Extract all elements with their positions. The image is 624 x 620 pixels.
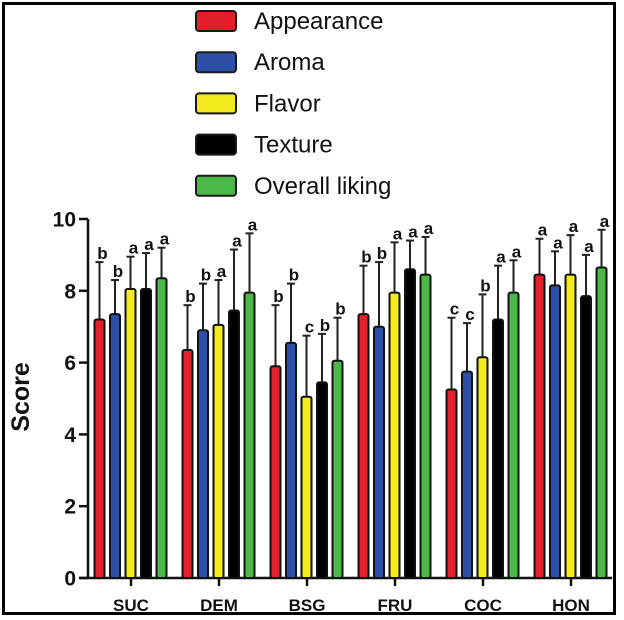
bar [549,284,561,579]
x-tick-label: SUC [113,596,149,615]
bar [243,291,256,579]
legend-label: Texture [254,132,333,159]
significance-letter: b [335,300,345,319]
y-axis: 0 2 4 6 8 10 [53,209,90,591]
y-tick-label: 8 [64,280,76,303]
bar [419,273,432,579]
significance-letter: a [496,248,506,267]
legend-label: Flavor [254,90,321,117]
bar [181,349,194,579]
bar [388,291,401,579]
significance-letter: b [185,287,195,306]
y-tick-label: 6 [64,352,76,375]
legend-swatch [195,174,237,197]
significance-letter: b [201,266,211,285]
bar [373,325,385,580]
bar [109,313,121,579]
legend-label: Aroma [254,49,325,76]
significance-letter: a [217,262,227,281]
x-tick-label: COC [464,596,502,615]
legend-swatch [195,10,237,32]
bar [228,309,240,579]
x-tick-label: DEM [200,596,238,615]
bar [580,295,592,579]
significance-letter: a [584,237,594,256]
bar [140,288,152,579]
bar [492,318,504,579]
bar [404,268,416,579]
significance-letter: c [465,305,474,324]
bar [476,356,489,579]
significance-letter: a [160,230,170,249]
significance-letter: a [248,215,258,234]
significance-letter: a [600,212,610,231]
significance-letter: a [232,232,242,251]
x-tick-label: BSG [289,596,326,615]
bar [285,341,297,580]
significance-letter: a [393,224,403,243]
significance-letter: b [361,248,371,267]
bar [93,318,106,579]
y-tick-label: 0 [64,568,76,591]
y-tick-label: 10 [53,209,76,232]
x-axis: SUC DEM BSG FRU COC HON [79,576,612,615]
legend-label: Appearance [254,8,383,35]
significance-letter: c [305,318,314,337]
bar [533,273,546,579]
significance-letter: b [273,287,283,306]
significance-letter: b [97,244,107,263]
bar [507,291,520,579]
significance-letter: a [424,219,434,238]
bar [564,273,577,579]
y-axis-title: Score [7,362,35,432]
significance-letter: a [553,233,563,252]
significance-letter: b [320,316,330,335]
y-tick-label: 4 [64,424,76,447]
bar [124,288,137,579]
legend-label: Overall liking [254,173,391,200]
bar [316,381,328,579]
bar [269,365,282,579]
x-tick-label: FRU [378,596,413,615]
bar [331,359,344,579]
legend-swatch [195,51,237,74]
bar [595,266,608,579]
significance-letter: a [538,221,548,240]
y-tick-label: 2 [64,496,76,519]
significance-letter: b [289,266,299,285]
legend-swatch [195,133,237,156]
significance-letter: b [480,276,490,295]
significance-letter: a [144,235,154,254]
significance-letter: b [113,262,123,281]
bar [445,388,458,579]
significance-letter: a [129,239,139,258]
bar [155,277,168,579]
figure-border [2,2,616,615]
x-tick-label: HON [552,596,590,615]
bar [197,329,209,580]
significance-letter: a [512,242,522,261]
significance-letter: c [450,300,459,319]
significance-letter: a [569,217,579,236]
significance-letter: b [377,244,387,263]
legend: Appearance Aroma Flavor Texture Overall liki… [195,8,391,200]
bar [300,395,313,579]
significance-letter: a [408,223,418,242]
bar [212,323,225,579]
bar [357,313,370,579]
bar [461,370,473,580]
legend-swatch [195,92,237,115]
